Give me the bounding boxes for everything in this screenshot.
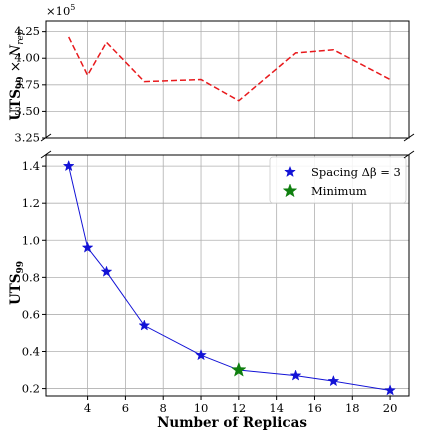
bottom-x-tick-label: 10 (194, 401, 209, 415)
top-y-tick-label: 3.75 (14, 77, 40, 91)
data-point-star (195, 349, 207, 361)
top-dashed-line (68, 36, 391, 102)
top-y-tick-label: 4.00 (14, 51, 40, 65)
data-point-star (100, 265, 113, 277)
bottom-y-tick-label: 0.4 (22, 345, 40, 359)
top-y-axis-label: UTS99 × Nrep (8, 29, 26, 120)
top-offset-text: ×105 (46, 3, 75, 18)
break-mark-bottom-right (403, 150, 415, 159)
bottom-axes-frame (45, 154, 410, 397)
break-mark-bottom-left (40, 150, 52, 159)
top-y-tick-label: 3.50 (14, 104, 40, 118)
data-point-star (289, 369, 302, 381)
bottom-y-axis-label: UTS99 (8, 261, 26, 305)
data-point-star (138, 319, 151, 331)
bottom-y-ticks: 0.2 0.4 0.6 0.8 1.0 1.2 1.4 (22, 159, 46, 396)
top-y-tick-label: 4.25 (14, 24, 40, 38)
bottom-y-tick-label: 0.6 (22, 307, 40, 321)
bottom-x-tick-label: 8 (160, 401, 167, 415)
top-grid (46, 21, 409, 139)
bottom-y-tick-label: 1.2 (22, 196, 40, 210)
bottom-series-markers (62, 159, 397, 396)
legend-star-green (282, 183, 298, 198)
bottom-x-tick-label: 12 (232, 401, 247, 415)
legend: Spacing Δβ = 3 Minimum (269, 156, 407, 204)
bottom-x-axis-label: Number of Replicas (157, 415, 307, 431)
top-panel: 3.25 3.50 3.75 4.00 4.25 ×105 UTS99 × Nrep (8, 3, 410, 145)
data-point-star (62, 159, 75, 172)
axis-break-marks (40, 133, 415, 159)
bottom-x-tick-label: 16 (307, 401, 322, 415)
top-y-tick-label: 3.25 (14, 131, 40, 145)
legend-marker-minimum (282, 183, 298, 198)
bottom-y-tick-label: 1.4 (22, 159, 40, 173)
break-mark-top-left (40, 133, 52, 142)
top-series-line (68, 36, 391, 102)
legend-label-minimum: Minimum (311, 184, 367, 198)
data-point-star (81, 241, 94, 253)
minimum-point-star (231, 361, 247, 377)
legend-marker-spacing (284, 165, 296, 178)
legend-label-spacing: Spacing Δβ = 3 (311, 165, 401, 179)
bottom-x-tick-label: 6 (122, 401, 129, 415)
bottom-x-tick-label: 20 (383, 401, 398, 415)
top-axes-frame (45, 20, 410, 139)
data-point-star (384, 384, 397, 396)
bottom-panel: 4 6 8 10 12 14 16 18 20 0.2 0.4 0.6 0.8 1.0 1.2 1.4 Nu… (8, 154, 410, 431)
bottom-x-tick-label: 14 (269, 401, 284, 415)
legend-star-blue (284, 165, 296, 178)
bottom-x-tick-label: 18 (345, 401, 360, 415)
top-y-ticks: 3.25 3.50 3.75 4.00 4.25 (14, 24, 46, 145)
bottom-x-tick-label: 4 (84, 401, 91, 415)
bottom-y-tick-label: 0.2 (22, 382, 40, 396)
data-point-star (327, 374, 340, 387)
bottom-y-tick-label: 1.0 (22, 233, 40, 247)
bottom-y-tick-label: 0.8 (22, 270, 40, 284)
bottom-x-ticks: 4 6 8 10 12 14 16 18 20 (84, 396, 397, 415)
break-mark-top-right (403, 133, 415, 142)
